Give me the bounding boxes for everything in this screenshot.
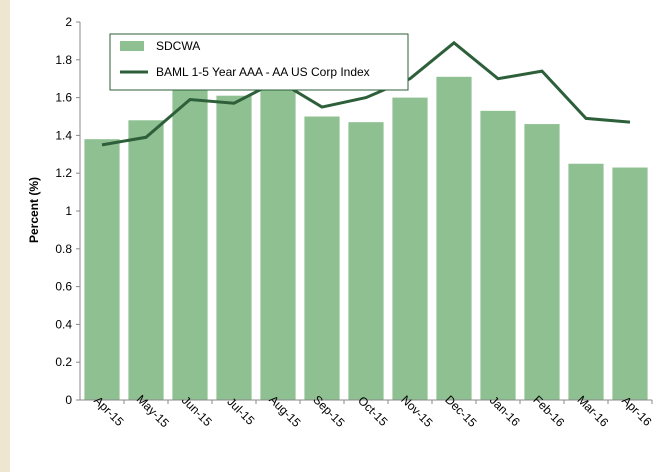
y-tick-label: 1.4 xyxy=(55,128,72,142)
y-tick-label: 0.6 xyxy=(55,280,72,294)
side-strip xyxy=(0,0,10,472)
y-tick-label: 1.8 xyxy=(55,53,72,67)
y-tick-label: 0 xyxy=(65,393,72,407)
bar xyxy=(348,122,384,401)
bar xyxy=(216,95,252,401)
y-axis-label: Percent (%) xyxy=(27,177,41,243)
bar xyxy=(304,116,340,400)
bar xyxy=(172,88,208,401)
y-tick-label: 1 xyxy=(65,204,72,218)
y-tick-label: 2 xyxy=(65,15,72,29)
bar xyxy=(260,88,296,401)
legend-swatch xyxy=(120,41,144,51)
y-tick-label: 0.4 xyxy=(55,317,72,331)
y-tick-label: 1.6 xyxy=(55,91,72,105)
bar xyxy=(612,167,648,400)
y-tick-label: 1.2 xyxy=(55,166,72,180)
legend-label: SDCWA xyxy=(156,39,200,53)
legend xyxy=(109,33,409,91)
line xyxy=(101,40,631,147)
bar xyxy=(524,124,560,400)
bar xyxy=(480,110,516,400)
bar xyxy=(128,120,164,400)
bar xyxy=(84,139,120,400)
bar xyxy=(568,163,604,400)
y-tick-label: 0.2 xyxy=(55,355,72,369)
legend-label: BAML 1-5 Year AAA - AA US Corp Index xyxy=(156,65,370,79)
y-tick-label: 0.8 xyxy=(55,242,72,256)
bar xyxy=(392,97,428,400)
bar xyxy=(436,76,472,400)
